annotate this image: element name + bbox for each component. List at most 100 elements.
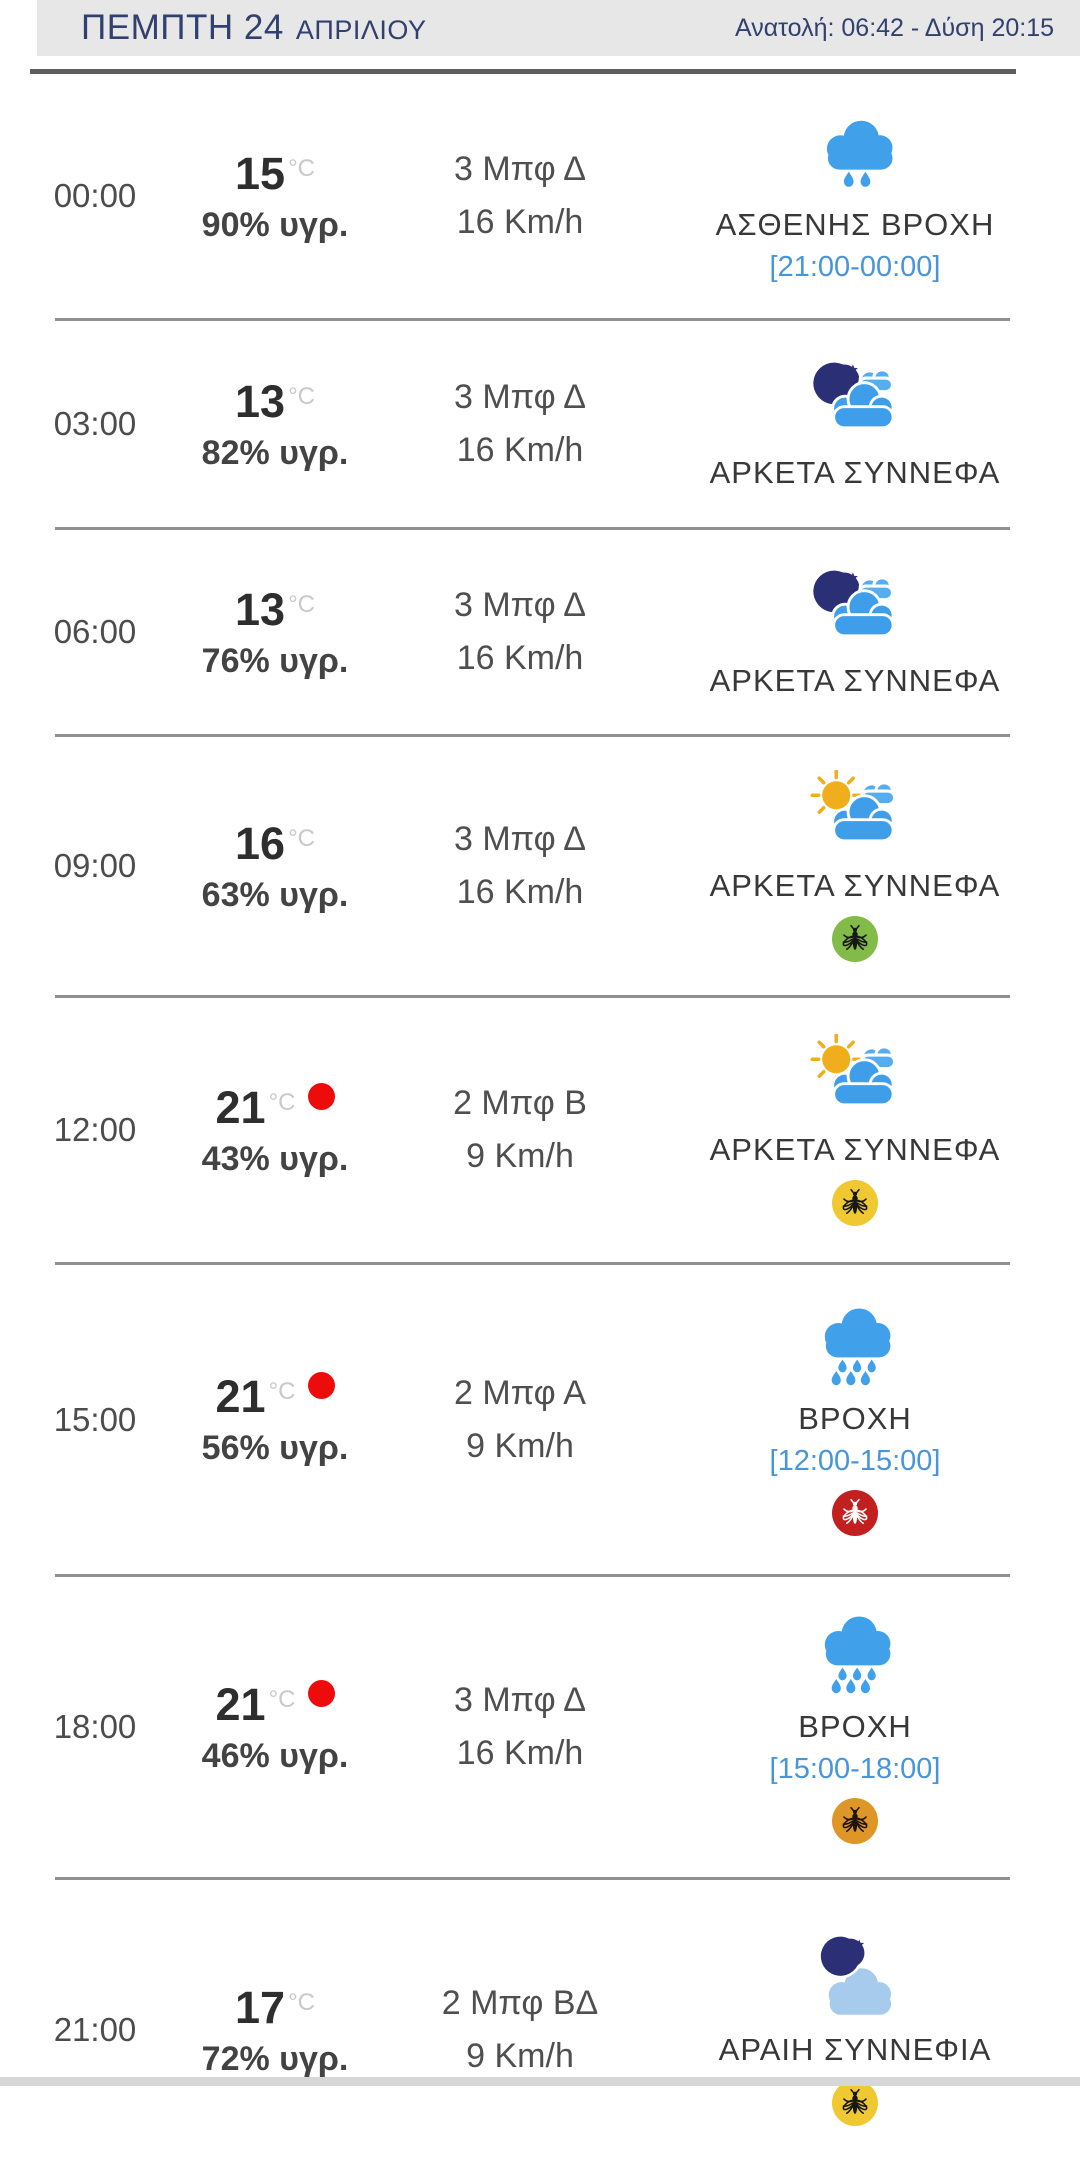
forecast-row: 00:00 15 °C 90% υγρ. 3 Μπφ Δ 16 Km/h ΑΣΘΕ… xyxy=(0,74,1080,318)
mosquito-activity-icon xyxy=(832,1180,878,1226)
humidity-value: 82% υγρ. xyxy=(201,433,349,472)
condition-label: ΑΡΚΕΤΑ ΣΥΝΝΕΦΑ xyxy=(709,663,1001,698)
heat-alert-dot xyxy=(307,1082,335,1110)
temperature-block: 21 °C 43% υγρ. xyxy=(170,1082,380,1179)
temperature-unit: °C xyxy=(268,1088,296,1116)
mosquito-activity-icon xyxy=(832,2080,878,2126)
humidity-value: 72% υγρ. xyxy=(201,2039,349,2078)
forecast-row: 15:00 21 °C 56% υγρ. 2 Μπφ Α 9 Km/h ΒΡΟΧΗ… xyxy=(0,1265,1080,1574)
rain-cloud-icon xyxy=(805,1611,905,1699)
humidity-value: 90% υγρ. xyxy=(201,205,349,244)
temperature-unit: °C xyxy=(288,824,315,852)
wind-beaufort: 3 Μπφ Δ xyxy=(454,1681,586,1720)
time-label: 00:00 xyxy=(53,177,137,214)
temperature-value: 21 xyxy=(215,1678,266,1730)
wind-speed: 16 Km/h xyxy=(456,639,584,677)
month-label: ΑΠΡΙΛΙΟΥ xyxy=(295,15,427,45)
condition-label: ΑΡΚΕΤΑ ΣΥΝΝΕΦΑ xyxy=(709,1132,1001,1167)
time-label: 12:00 xyxy=(53,1111,137,1148)
temperature-unit: °C xyxy=(288,382,315,410)
time-label: 06:00 xyxy=(53,613,137,650)
condition-label: ΒΡΟΧΗ xyxy=(798,1401,912,1436)
day-header: ΠΕΜΠΤΗ 24 ΑΠΡΙΛΙΟΥ Ανατολή: 06:42 - Δύση … xyxy=(37,0,1080,56)
page-title: ΠΕΜΠΤΗ 24 ΑΠΡΙΛΙΟΥ xyxy=(37,8,427,48)
wind-block: 2 Μπφ Α 9 Km/h xyxy=(380,1367,660,1472)
rain-cloud-icon xyxy=(805,1303,905,1391)
humidity-value: 43% υγρ. xyxy=(201,1139,349,1178)
forecast-row: 09:00 16 °C 63% υγρ. 3 Μπφ Δ 16 Km/h ΑΡΚΕ… xyxy=(0,737,1080,995)
temperature-block: 15 °C 90% υγρ. xyxy=(170,148,380,245)
temperature-value: 13 xyxy=(235,583,286,635)
row-divider xyxy=(55,1877,1010,1880)
wind-speed: 9 Km/h xyxy=(466,1137,574,1175)
condition-time-range[interactable]: [12:00-15:00] xyxy=(769,1445,941,1477)
row-divider xyxy=(55,734,1010,737)
row-divider xyxy=(55,995,1010,998)
moon-clouds-icon xyxy=(805,357,905,445)
humidity-value: 63% υγρ. xyxy=(201,875,349,914)
weather-block: ΑΡΚΕΤΑ ΣΥΝΝΕΦΑ xyxy=(660,357,1050,491)
time-label: 21:00 xyxy=(53,2011,137,2048)
temperature-value: 15 xyxy=(235,147,286,199)
condition-time-range[interactable]: [15:00-18:00] xyxy=(769,1752,941,1785)
bottom-edge-strip xyxy=(0,2077,1080,2086)
day-label: ΠΕΜΠΤΗ 24 xyxy=(81,8,284,47)
humidity-value: 46% υγρ. xyxy=(201,1736,349,1775)
light-rain-cloud-icon xyxy=(805,109,905,197)
mosquito-activity-icon xyxy=(832,1797,878,1844)
forecast-row: 03:00 13 °C 82% υγρ. 3 Μπφ Δ 16 Km/h ΑΡΚΕ… xyxy=(0,321,1080,527)
temperature-unit: °C xyxy=(288,154,315,182)
wind-beaufort: 2 Μπφ Β xyxy=(453,1084,587,1123)
moon-thin-cloud-icon xyxy=(805,1934,905,2022)
wind-block: 3 Μπφ Δ 16 Km/h xyxy=(380,143,660,248)
sun-clouds-icon xyxy=(805,770,905,858)
wind-block: 2 Μπφ ΒΔ 9 Km/h xyxy=(380,1977,660,2082)
wind-beaufort: 3 Μπφ Δ xyxy=(454,378,586,417)
weather-block: ΒΡΟΧΗ [15:00-18:00] xyxy=(660,1611,1050,1844)
temperature-value: 16 xyxy=(235,817,286,869)
temperature-unit: °C xyxy=(268,1685,296,1713)
wind-block: 3 Μπφ Δ 16 Km/h xyxy=(380,371,660,476)
time-label: 03:00 xyxy=(53,405,137,442)
condition-label: ΑΡΚΕΤΑ ΣΥΝΝΕΦΑ xyxy=(709,455,1001,490)
temperature-value: 17 xyxy=(235,1981,286,2033)
temperature-block: 21 °C 46% υγρ. xyxy=(170,1679,380,1776)
temperature-block: 16 °C 63% υγρ. xyxy=(170,818,380,915)
weather-block: ΑΡΚΕΤΑ ΣΥΝΝΕΦΑ xyxy=(660,770,1050,962)
wind-block: 3 Μπφ Δ 16 Km/h xyxy=(380,1674,660,1779)
temperature-unit: °C xyxy=(288,590,315,618)
row-divider xyxy=(55,318,1010,321)
temperature-value: 21 xyxy=(215,1371,266,1422)
time-label: 15:00 xyxy=(53,1400,137,1438)
wind-speed: 16 Km/h xyxy=(456,431,584,469)
wind-block: 3 Μπφ Δ 16 Km/h xyxy=(380,813,660,918)
temperature-unit: °C xyxy=(268,1378,296,1405)
condition-label: ΑΡΑΙΗ ΣΥΝΝΕΦΙΑ xyxy=(718,2032,992,2067)
humidity-value: 76% υγρ. xyxy=(201,641,349,680)
mosquito-activity-icon xyxy=(832,916,878,962)
forecast-row: 06:00 13 °C 76% υγρ. 3 Μπφ Δ 16 Km/h ΑΡΚΕ… xyxy=(0,530,1080,734)
sun-clouds-icon xyxy=(805,1034,905,1122)
time-label: 18:00 xyxy=(53,1708,137,1745)
condition-time-range[interactable]: [21:00-00:00] xyxy=(769,250,941,283)
header-divider xyxy=(30,69,1016,74)
forecast-row: 18:00 21 °C 46% υγρ. 3 Μπφ Δ 16 Km/h ΒΡΟΧ… xyxy=(0,1577,1080,1877)
weather-block: ΑΡΚΕΤΑ ΣΥΝΝΕΦΑ xyxy=(660,1034,1050,1226)
temperature-value: 21 xyxy=(215,1081,266,1133)
row-divider xyxy=(55,1262,1010,1265)
row-divider xyxy=(55,527,1010,530)
condition-label: ΑΡΚΕΤΑ ΣΥΝΝΕΦΑ xyxy=(709,868,1001,903)
weather-block: ΑΡΚΕΤΑ ΣΥΝΝΕΦΑ xyxy=(660,565,1050,699)
forecast-row: 12:00 21 °C 43% υγρ. 2 Μπφ Β 9 Km/h ΑΡΚΕΤ… xyxy=(0,998,1080,1262)
heat-alert-dot xyxy=(307,1679,335,1707)
wind-beaufort: 3 Μπφ Δ xyxy=(454,586,586,625)
condition-label: ΒΡΟΧΗ xyxy=(798,1708,912,1744)
weather-block: ΑΡΑΙΗ ΣΥΝΝΕΦΙΑ xyxy=(660,1934,1050,2126)
temperature-block: 21 °C 56% υγρ. xyxy=(170,1371,380,1468)
mosquito-activity-icon xyxy=(832,1490,878,1536)
sunrise-sunset-label: Ανατολή: 06:42 - Δύση 20:15 xyxy=(734,13,1054,42)
wind-speed: 9 Km/h xyxy=(466,2037,574,2075)
wind-beaufort: 2 Μπφ ΒΔ xyxy=(441,1984,599,2023)
wind-block: 3 Μπφ Δ 16 Km/h xyxy=(380,579,660,684)
wind-speed: 9 Km/h xyxy=(466,1426,574,1465)
